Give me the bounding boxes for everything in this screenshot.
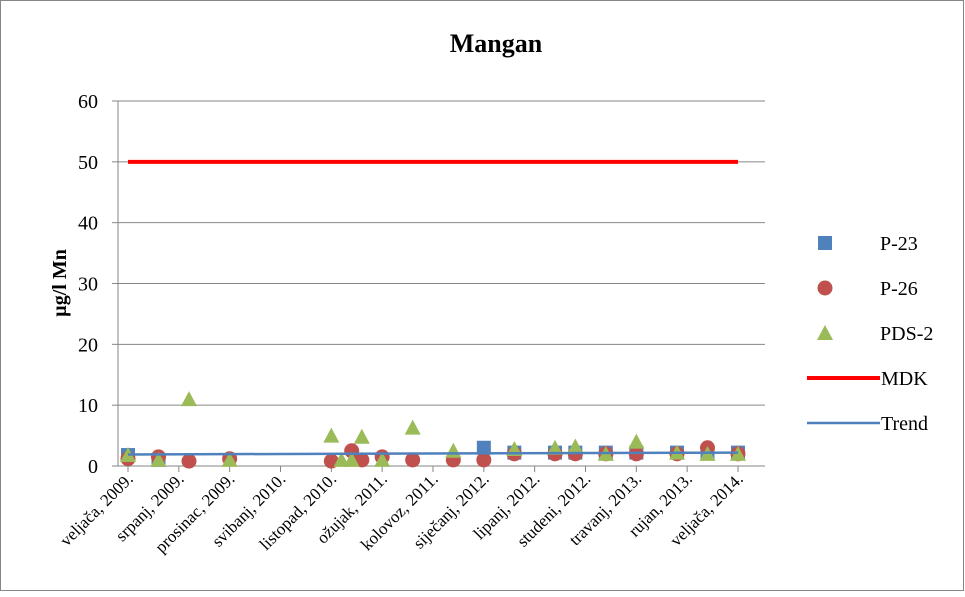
y-tick-label: 0: [88, 456, 98, 478]
point: [476, 452, 492, 468]
point: [181, 391, 197, 407]
point: [343, 451, 360, 467]
point: [476, 440, 491, 455]
point: [405, 452, 421, 468]
legend-label: P-23: [880, 233, 918, 255]
trend-line: [127, 451, 739, 456]
legend-swatch: [817, 325, 833, 340]
y-tick-label: 60: [78, 91, 98, 113]
point: [404, 419, 421, 435]
legend-label: PDS-2: [880, 323, 933, 345]
legend-swatch: [817, 280, 833, 296]
point: [150, 451, 167, 467]
point: [547, 439, 563, 455]
y-tick-label: 50: [78, 152, 98, 174]
y-tick-label: 30: [78, 274, 98, 296]
point: [120, 447, 136, 463]
y-tick-label: 10: [78, 395, 98, 417]
point: [181, 453, 197, 469]
point: [374, 451, 391, 467]
point: [354, 452, 370, 468]
point: [323, 427, 340, 443]
point: [353, 428, 370, 444]
y-tick-label: 20: [78, 334, 98, 356]
point: [221, 451, 238, 467]
legend-label: P-26: [880, 278, 918, 300]
y-axis-label: µg/l Mn: [49, 249, 71, 317]
legend-label: Trend: [881, 413, 928, 435]
point: [567, 438, 584, 454]
y-tick-label: 40: [78, 213, 98, 235]
point: [333, 451, 350, 467]
legend-label: MDK: [881, 368, 928, 390]
legend-swatch: [818, 236, 832, 250]
point: [628, 433, 645, 449]
chart-title: Mangan: [450, 29, 543, 58]
